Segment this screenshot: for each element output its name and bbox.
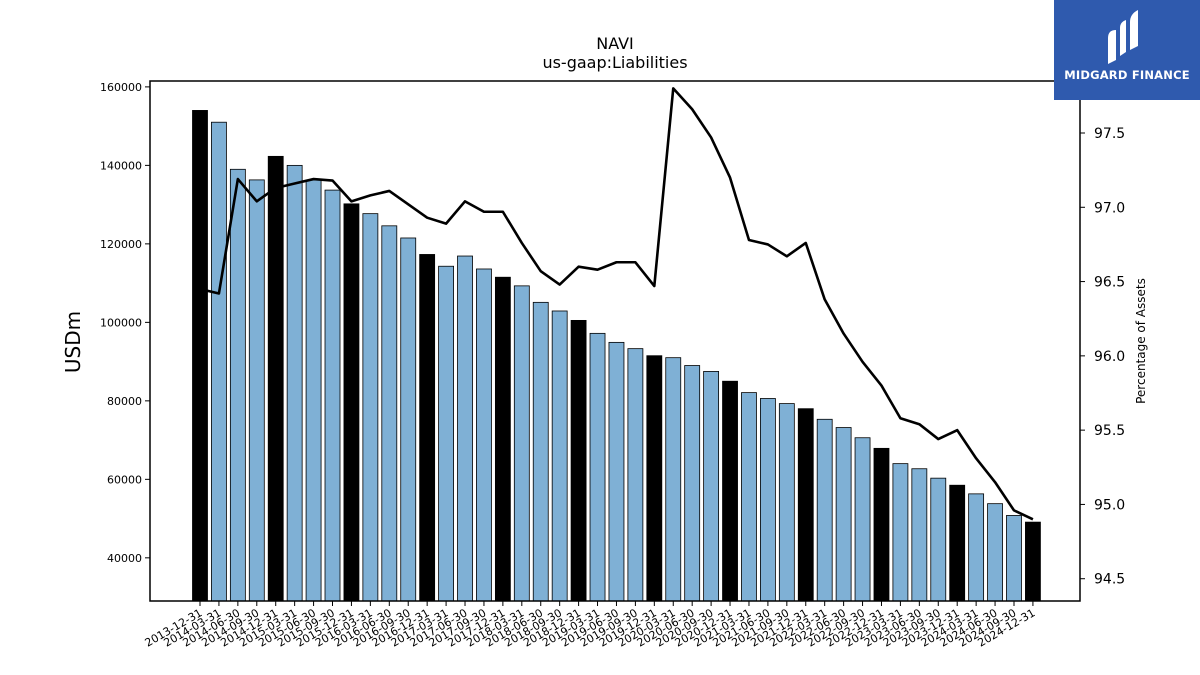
bar [343, 203, 360, 602]
bar [1025, 521, 1041, 602]
bar [741, 392, 757, 602]
bar [532, 301, 549, 602]
bar [551, 310, 568, 602]
y2-axis-label: Percentage of Assets [1134, 278, 1148, 404]
bar [438, 265, 454, 602]
bar [968, 493, 985, 602]
bar [570, 319, 587, 602]
bar [892, 463, 909, 602]
bar [778, 403, 795, 602]
bar [930, 477, 947, 602]
bar [873, 447, 890, 602]
y2-tick-label: 95.5 [1094, 423, 1125, 439]
bar [797, 408, 814, 602]
y-tick-label: 120000 [100, 238, 142, 251]
y-axis-left: 40000 60000 80000 100000 120000 140000 160000 [100, 81, 150, 565]
bar [229, 168, 246, 602]
bar [400, 237, 417, 602]
bar [457, 255, 473, 602]
bar-series [192, 110, 1041, 602]
bar [381, 225, 398, 602]
y-tick-label: 80000 [107, 395, 142, 408]
bar [286, 164, 303, 602]
plot-frame [149, 80, 1081, 602]
y-tick-label: 160000 [100, 81, 142, 94]
bar [760, 398, 776, 602]
bar [987, 503, 1003, 602]
y2-tick-label: 95.0 [1094, 497, 1125, 513]
y-tick-label: 40000 [107, 552, 142, 565]
bar [324, 189, 341, 602]
bar [835, 427, 852, 602]
line-series [199, 87, 1034, 521]
bar [476, 268, 492, 602]
chart-title: NAVI [596, 34, 634, 53]
bar [248, 179, 265, 602]
bar [362, 213, 379, 602]
bar [1006, 515, 1022, 602]
y2-tick-label: 97.0 [1094, 200, 1125, 216]
bar [513, 285, 530, 602]
bar [646, 355, 663, 602]
y2-tick-label: 96.5 [1094, 275, 1125, 291]
logo-mark-icon [1108, 10, 1138, 64]
bar [192, 110, 208, 602]
chart-subtitle: us-gaap:Liabilities [542, 53, 687, 72]
y2-tick-label: 96.0 [1094, 349, 1125, 365]
logo: MIDGARD FINANCE [1054, 0, 1200, 100]
bar [589, 332, 606, 602]
bar [665, 357, 682, 602]
bar [911, 468, 928, 602]
bar [627, 348, 644, 602]
bar [494, 276, 511, 602]
y-axis-right: 94.5 95.0 95.5 96.0 96.5 97.0 97.5 [1080, 126, 1125, 588]
y-tick-label: 140000 [100, 159, 142, 172]
bar [854, 437, 871, 602]
bar [267, 155, 284, 602]
bar [608, 341, 625, 602]
bar [305, 179, 322, 602]
bar [722, 380, 738, 602]
y2-tick-label: 94.5 [1094, 572, 1125, 588]
bar [703, 371, 720, 602]
x-axis: 2013-12-312014-03-312014-06-302014-09-30… [143, 601, 1037, 650]
bar [684, 365, 701, 602]
y-axis-label: USDm [61, 311, 85, 373]
bar [419, 254, 436, 602]
y-tick-label: 60000 [107, 473, 142, 486]
bar [211, 121, 227, 602]
y-tick-label: 100000 [100, 316, 142, 329]
percentage-line [199, 87, 1034, 521]
bar [816, 418, 833, 602]
y2-tick-label: 97.5 [1094, 126, 1125, 142]
logo-text: MIDGARD FINANCE [1064, 68, 1190, 82]
bar [949, 484, 966, 602]
